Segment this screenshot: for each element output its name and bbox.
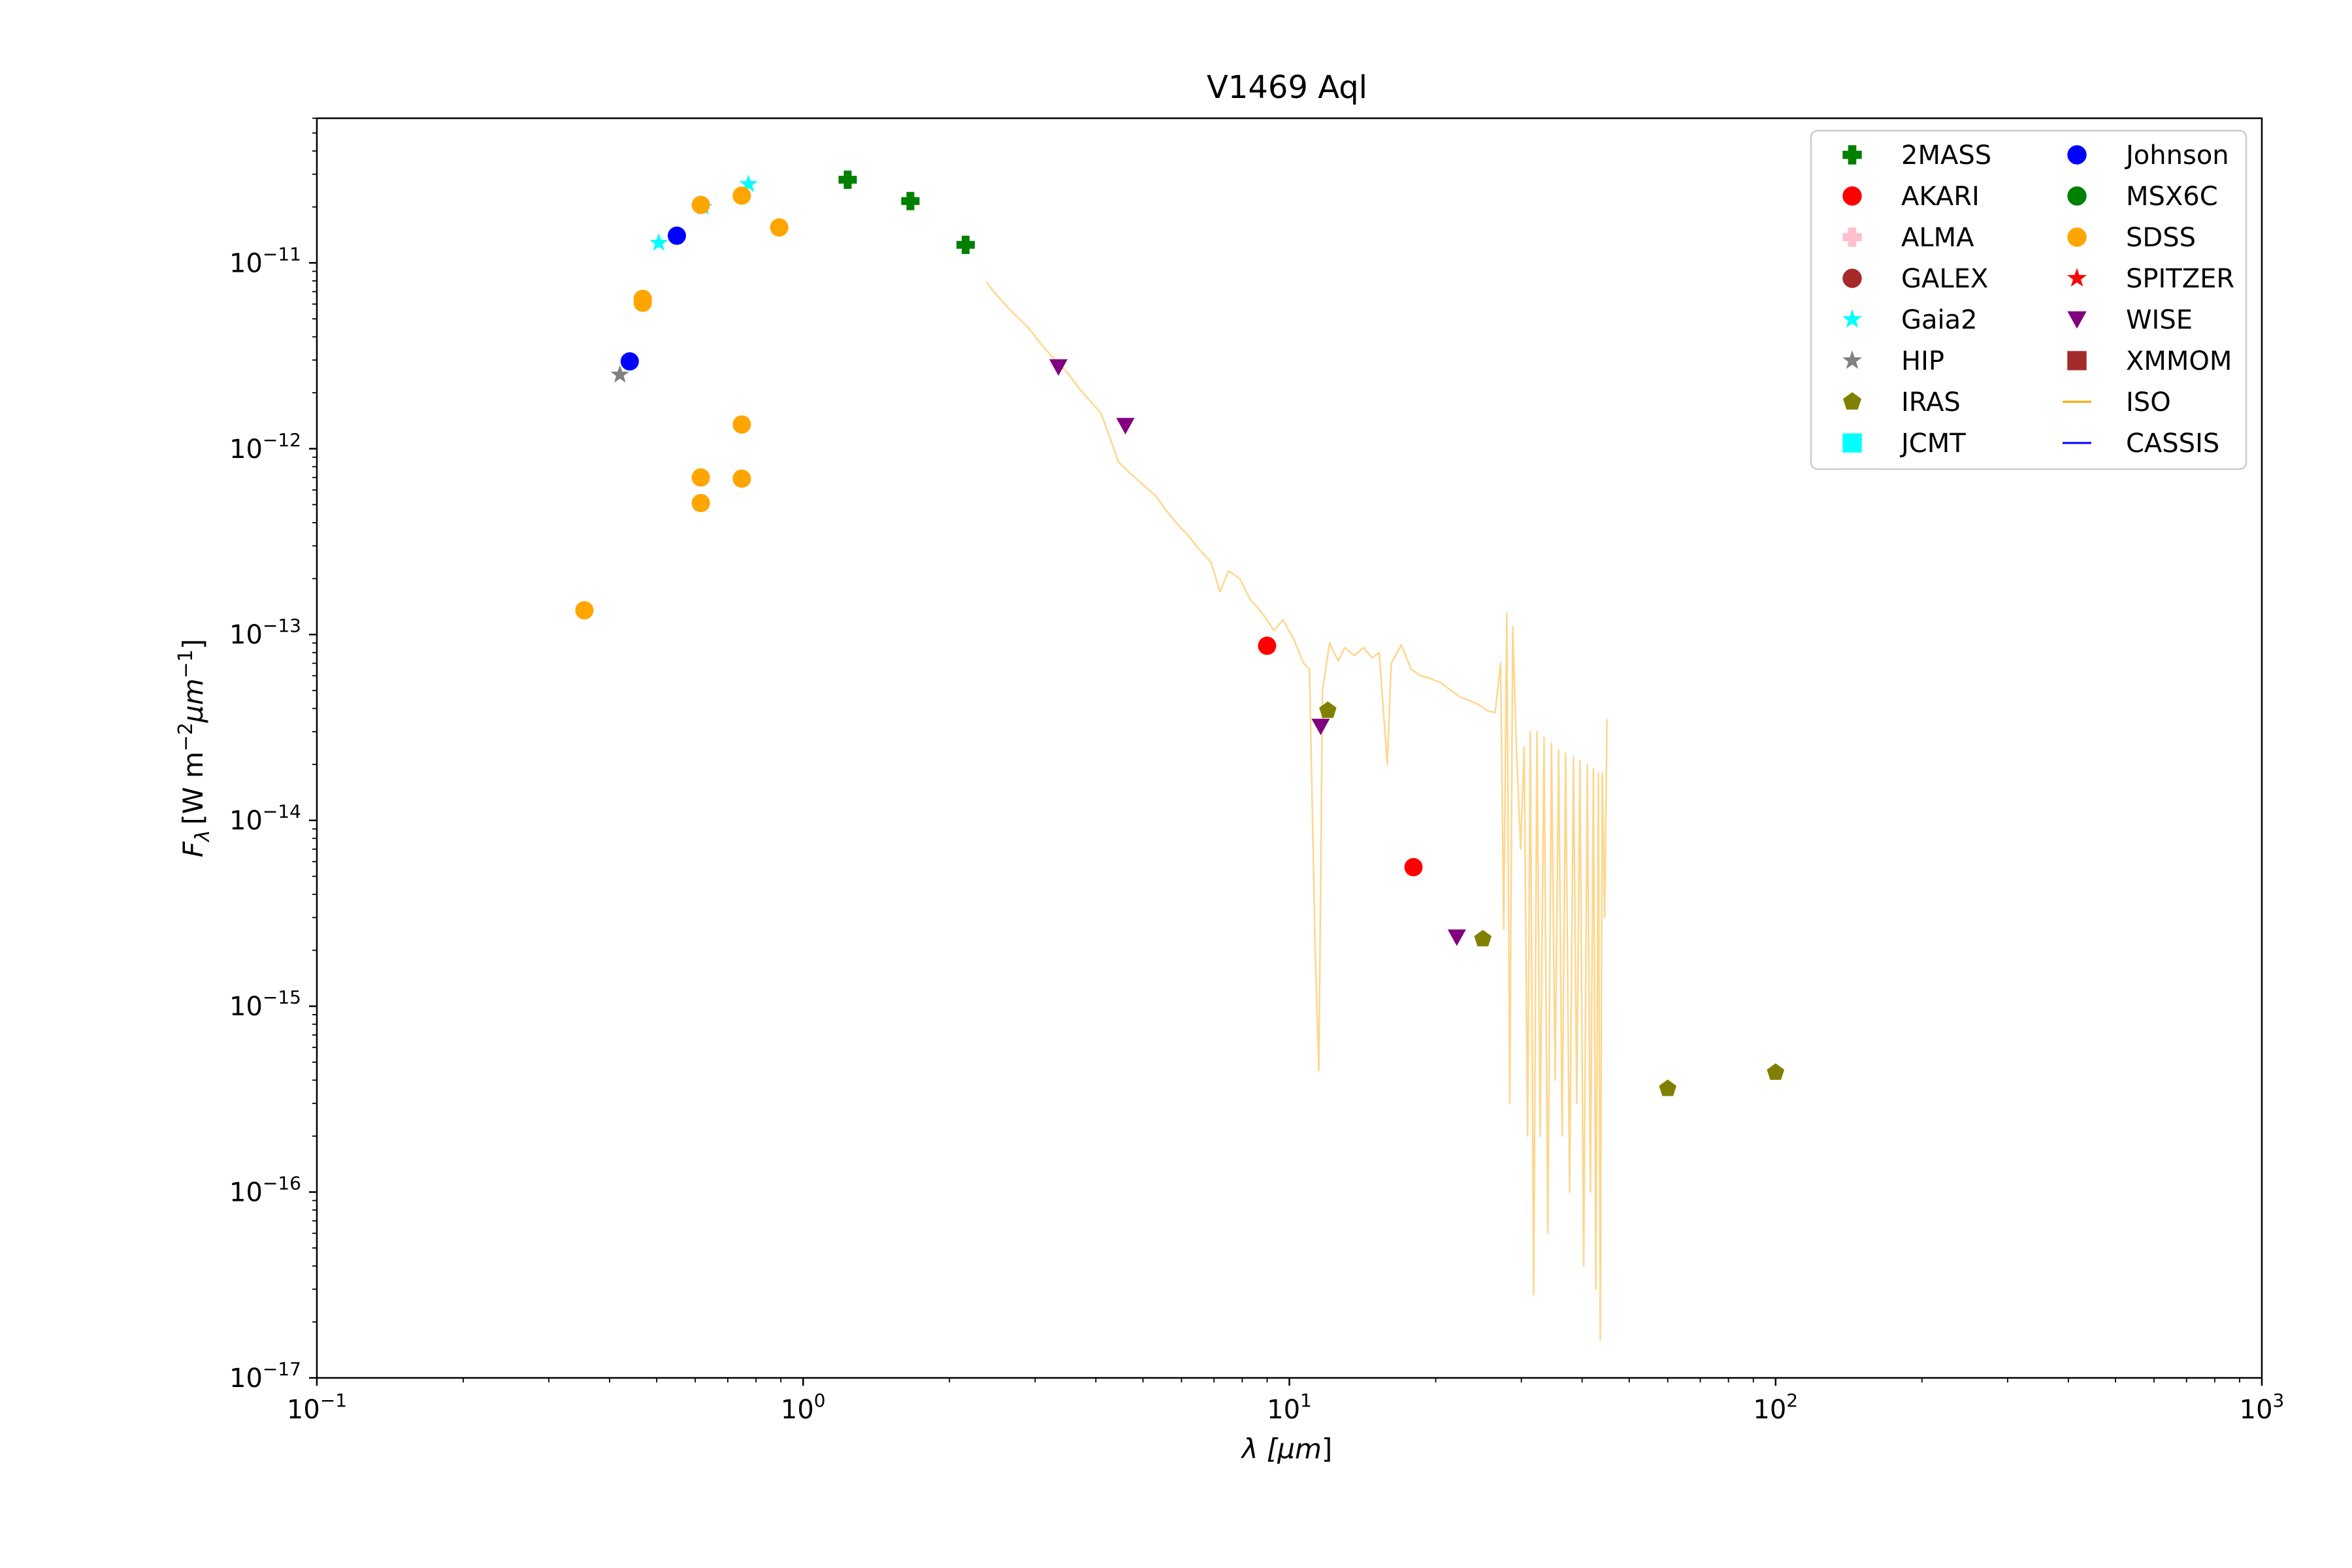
legend-label-2mass: 2MASS xyxy=(1901,140,1991,171)
data-point-sdss xyxy=(575,601,594,620)
y-tick-label: 10−12 xyxy=(229,429,301,465)
legend-marker-spitzer xyxy=(2067,268,2087,287)
y-tick-label: 10−15 xyxy=(229,987,301,1022)
legend-label-cassis: CASSIS xyxy=(2126,429,2219,459)
data-point-gaia2 xyxy=(739,174,758,193)
legend-label-wise: WISE xyxy=(2126,305,2193,335)
x-tick-label: 102 xyxy=(1753,1390,1798,1425)
y-tick-label: 10−11 xyxy=(229,243,301,278)
data-point-sdss xyxy=(691,493,710,512)
data-point-wise xyxy=(1049,359,1068,376)
legend-label-iso: ISO xyxy=(2126,387,2171,417)
iso-spectrum-line xyxy=(985,281,1608,1341)
x-axis-ticks: 10−1 100 101 102 103 xyxy=(287,1378,2284,1425)
data-point-sdss xyxy=(732,415,751,434)
legend-label-gaia2: Gaia2 xyxy=(1901,305,1978,335)
legend: 2MASS AKARI ALMA GALEX Gaia2 HIP IRAS JCMT Johns… xyxy=(1810,129,2247,470)
x-tick-label: 103 xyxy=(2240,1390,2285,1425)
data-point-akari xyxy=(1258,636,1277,655)
legend-marker-msx6c xyxy=(2067,186,2087,206)
legend-marker-akari xyxy=(1842,186,1862,206)
data-point-iras xyxy=(1319,701,1337,718)
data-point-akari xyxy=(1404,858,1423,877)
data-point-hip xyxy=(610,365,630,383)
legend-marker-gaia2 xyxy=(1842,309,1862,328)
y-axis-ticks: 10−11 10−12 10−13 10−14 10−15 10−16 10−17 xyxy=(229,118,317,1394)
data-point-gaia2 xyxy=(649,233,668,251)
legend-label-hip: HIP xyxy=(1901,346,1944,376)
legend-marker-iras xyxy=(1843,392,1861,410)
legend-label-msx6c: MSX6C xyxy=(2126,182,2218,212)
data-point-sdss xyxy=(770,218,789,237)
data-point-wise xyxy=(1447,929,1466,946)
legend-marker-2mass xyxy=(1842,145,1862,165)
legend-label-xmmom: XMMOM xyxy=(2126,346,2232,376)
legend-label-johnson: Johnson xyxy=(2124,140,2229,171)
data-point-2mass xyxy=(838,171,857,189)
data-point-iras xyxy=(1767,1063,1785,1080)
data-point-wise xyxy=(1116,417,1135,434)
legend-label-spitzer: SPITZER xyxy=(2126,264,2234,294)
legend-label-jcmt: JCMT xyxy=(1899,429,1966,459)
legend-label-galex: GALEX xyxy=(1901,264,1988,294)
x-axis-label: λ [μm] xyxy=(1241,1433,1333,1465)
legend-marker-hip xyxy=(1842,350,1862,369)
x-tick-label: 10−1 xyxy=(287,1390,347,1425)
legend-marker-alma xyxy=(1842,227,1862,247)
legend-marker-galex xyxy=(1842,269,1862,288)
legend-marker-jcmt xyxy=(1842,433,1862,453)
legend-marker-wise xyxy=(2067,311,2087,329)
y-tick-label: 10−16 xyxy=(229,1173,301,1208)
data-markers xyxy=(575,171,1785,1096)
chart-title: V1469 Aql xyxy=(1207,69,1367,106)
data-point-2mass xyxy=(956,235,975,254)
y-tick-label: 10−13 xyxy=(229,615,301,650)
legend-label-sdss: SDSS xyxy=(2126,223,2196,253)
data-point-sdss xyxy=(691,468,710,487)
data-point-sdss xyxy=(732,186,751,205)
data-point-johnson xyxy=(620,352,639,371)
legend-label-alma: ALMA xyxy=(1901,223,1974,253)
data-point-johnson xyxy=(668,226,687,245)
legend-marker-johnson xyxy=(2067,145,2087,165)
x-tick-label: 101 xyxy=(1267,1390,1312,1425)
y-tick-label: 10−17 xyxy=(229,1358,301,1394)
legend-marker-xmmom xyxy=(2067,351,2087,370)
iso-spectrum xyxy=(985,281,1608,1341)
data-point-sdss xyxy=(732,469,751,488)
data-point-sdss xyxy=(691,195,710,214)
data-point-wise xyxy=(1311,719,1330,736)
legend-label-akari: AKARI xyxy=(1901,182,1980,212)
data-point-iras xyxy=(1474,930,1492,947)
data-point-sdss xyxy=(633,293,652,312)
data-point-iras xyxy=(1659,1079,1676,1096)
x-tick-label: 100 xyxy=(781,1390,826,1425)
y-axis-label: Fλ[W m−2μm−1] xyxy=(174,639,214,858)
legend-box xyxy=(1810,129,2247,470)
legend-marker-sdss xyxy=(2067,227,2087,247)
data-point-2mass xyxy=(901,191,920,210)
legend-label-iras: IRAS xyxy=(1901,387,1961,417)
y-tick-label: 10−14 xyxy=(229,801,301,836)
